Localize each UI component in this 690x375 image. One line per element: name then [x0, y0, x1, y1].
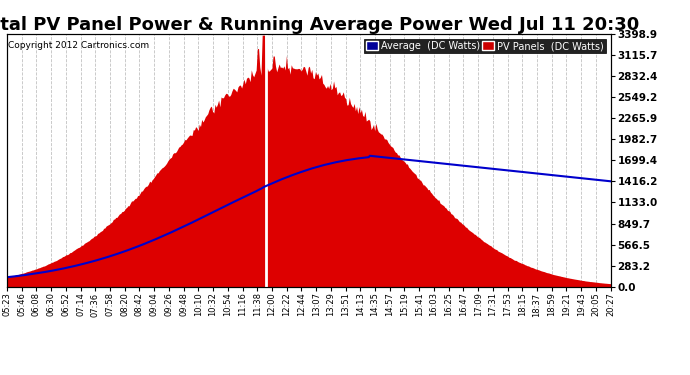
Text: Copyright 2012 Cartronics.com: Copyright 2012 Cartronics.com	[8, 41, 149, 50]
Legend: Average  (DC Watts), PV Panels  (DC Watts): Average (DC Watts), PV Panels (DC Watts)	[364, 39, 606, 54]
Title: Total PV Panel Power & Running Average Power Wed Jul 11 20:30: Total PV Panel Power & Running Average P…	[0, 16, 640, 34]
